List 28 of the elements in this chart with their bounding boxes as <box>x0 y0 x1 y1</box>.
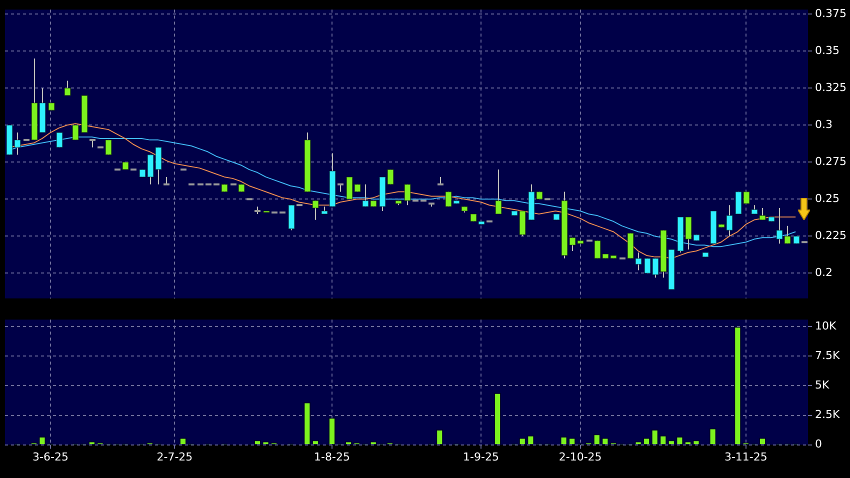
candlestick <box>312 200 319 220</box>
y-tick-label: 0.375 <box>815 6 846 20</box>
candlestick <box>56 132 63 148</box>
x-tick-label: 2-10-25 <box>558 450 602 464</box>
x-tick-label: 3-6-25 <box>32 450 68 464</box>
y-tick-label: 0.35 <box>815 44 840 57</box>
y-tick-label: 0.2 <box>815 266 832 280</box>
y-tick-label: 10K <box>815 320 837 333</box>
candlestick <box>72 124 79 140</box>
candlestick <box>404 184 411 206</box>
candlestick <box>288 204 295 231</box>
y-tick-label: 0.225 <box>815 229 846 242</box>
candlestick <box>64 80 71 96</box>
candlestick <box>495 169 502 214</box>
x-tick-label: 1-9-25 <box>463 450 499 464</box>
y-tick-label: 0.3 <box>815 118 832 131</box>
x-tick-label: 1-8-25 <box>314 450 350 464</box>
x-tick-label: 3-11-25 <box>724 450 768 464</box>
y-tick-label: 5K <box>815 378 830 392</box>
y-tick-label: 0.275 <box>815 155 846 168</box>
candlestick <box>105 139 112 156</box>
candlestick <box>759 208 766 220</box>
y-tick-label: 0 <box>815 438 822 451</box>
y-tick-label: 7.5K <box>815 349 840 362</box>
y-tick-label: 0.25 <box>815 192 840 206</box>
y-tick-label: 0.325 <box>815 80 846 94</box>
x-tick-label: 2-7-25 <box>156 450 193 464</box>
y-tick-label: 2.5K <box>815 408 840 422</box>
